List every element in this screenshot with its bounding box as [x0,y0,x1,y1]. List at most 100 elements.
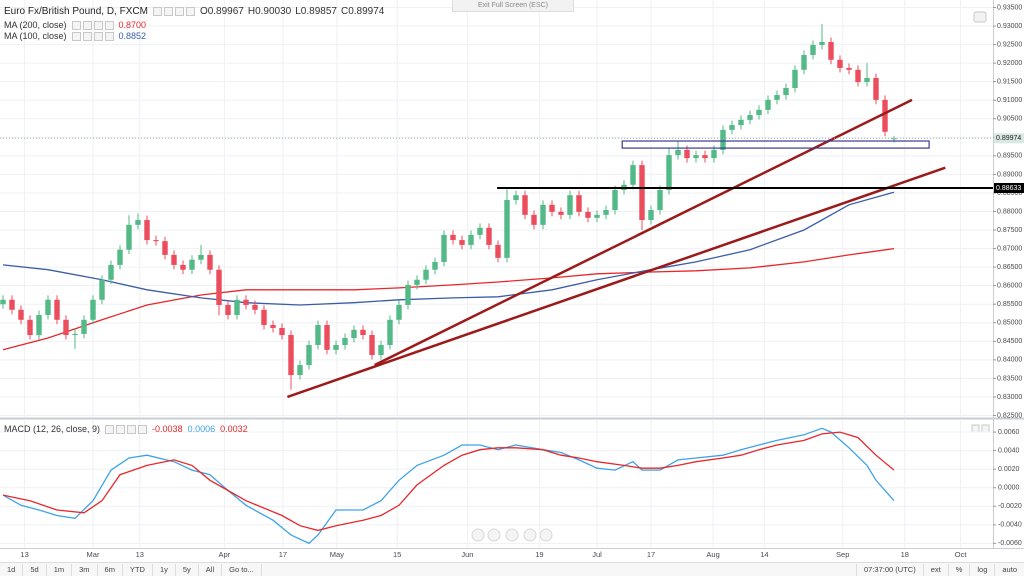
candle-body [9,299,15,310]
candle-body [171,254,177,265]
candle-body [630,165,636,185]
x-tick-label: 15 [393,550,401,559]
range-button[interactable]: 3m [72,564,98,576]
y-tick-label: -0.0060 [998,540,1022,547]
range-button[interactable]: All [199,564,223,576]
candle-body [783,87,789,96]
y-tick-label: 0.88000 [997,208,1022,215]
y-tick-label: 0.86000 [997,283,1022,290]
ma-legend: MA (100, close) 0.8852 [4,31,146,41]
scroll-left[interactable] [471,528,485,542]
last-price-label: 0.89974 [996,135,1021,142]
y-tick-label: 0.0060 [998,429,1020,436]
y-tick-label: 0.88500 [997,190,1022,197]
option-button[interactable]: auto [994,564,1024,576]
legend-buttons [152,7,195,16]
button[interactable] [82,31,92,41]
candle-body [738,119,744,126]
last-price-tag [994,133,1024,144]
ma-name: MA (100, close) [4,31,67,41]
candle-body [819,41,825,45]
candle-body [333,345,339,350]
y-tick-label: 0.0000 [998,485,1020,492]
candle-body [99,279,105,300]
button[interactable] [93,20,103,30]
pane-button[interactable] [981,424,990,433]
price-tag-label: 0.88633 [996,185,1021,192]
bottom-toolbar: 1d 5d 1m 3m 6m YTD 1y 5y All Go to... 07:37:00 (U… [0,562,1024,576]
option-button[interactable]: ext [922,564,948,576]
candle-body [279,327,285,336]
line-series [2,427,895,545]
range-button[interactable]: 6m [98,564,123,576]
candle-body [441,234,447,262]
reset[interactable] [505,528,519,542]
range-button[interactable]: YTD [123,564,153,576]
candle-body [216,269,222,305]
range-button[interactable]: 5d [23,564,47,576]
button[interactable] [185,7,195,16]
zoom-out[interactable] [487,528,501,542]
candle-body [153,240,159,242]
ma-name: MA (200, close) [4,20,67,30]
chart: 13 Mar 13 Apr 17 May 15 Jun 19 Jul 17 Aug 14 Sep 18 Oct… [0,0,1024,559]
candle-body [882,99,888,132]
y-tick-label: 0.84500 [997,338,1022,345]
candle-body [54,299,60,320]
ma-value: 0.8852 [118,31,147,41]
candle-body [27,319,33,336]
candle-body [864,77,870,83]
candle-body [459,240,465,245]
range-button[interactable]: Go to... [222,564,262,576]
y-tick-label: 0.89500 [997,153,1022,160]
range-button[interactable]: 1m [47,564,73,576]
x-tick-label: Sep [836,550,849,559]
snapshot-button[interactable] [973,11,987,23]
candle-body [324,324,330,350]
candle-body [774,95,780,100]
button[interactable] [104,20,114,30]
zoom-in[interactable] [523,528,537,542]
button[interactable] [71,20,81,30]
range-button[interactable]: 5y [176,564,199,576]
button[interactable] [105,424,115,434]
button[interactable] [127,424,137,434]
box-zone [621,140,930,149]
x-tick-label: Mar [87,550,100,559]
button[interactable] [163,7,173,16]
x-tick-label: 14 [760,550,768,559]
button[interactable] [174,7,184,16]
option-button[interactable]: % [947,564,970,576]
y-tick-label: 0.93500 [997,4,1022,11]
candle-body [846,67,852,70]
candle-body [855,69,861,83]
candle-body [396,304,402,320]
scroll-right[interactable] [539,528,553,542]
zoom-controls [471,528,553,542]
button[interactable] [71,31,81,41]
button[interactable] [104,31,114,41]
candle-body [189,259,195,270]
candle-body [549,204,555,212]
y-tick-label: 0.86500 [997,264,1022,271]
candle-body [234,299,240,315]
candle-body [684,149,690,159]
button[interactable] [116,424,126,434]
range-button[interactable]: 1y [153,564,176,576]
button[interactable] [82,20,92,30]
exit-fullscreen[interactable]: Exit Full Screen (ESC) [452,0,574,12]
pane-button[interactable] [971,424,980,433]
button[interactable] [152,7,162,16]
range-button[interactable]: 1d [0,564,24,576]
option-button[interactable]: log [969,564,994,576]
ma-value: 0.8700 [118,20,147,30]
candle-body [576,195,582,212]
candle-body [531,214,537,225]
y-tick-label: 0.89000 [997,171,1022,178]
button[interactable] [93,31,103,41]
candle-body [18,309,24,320]
y-tick-label: 0.87500 [997,227,1022,234]
candle-body [675,149,681,156]
button[interactable] [138,424,148,434]
x-tick-label: 13 [136,550,144,559]
